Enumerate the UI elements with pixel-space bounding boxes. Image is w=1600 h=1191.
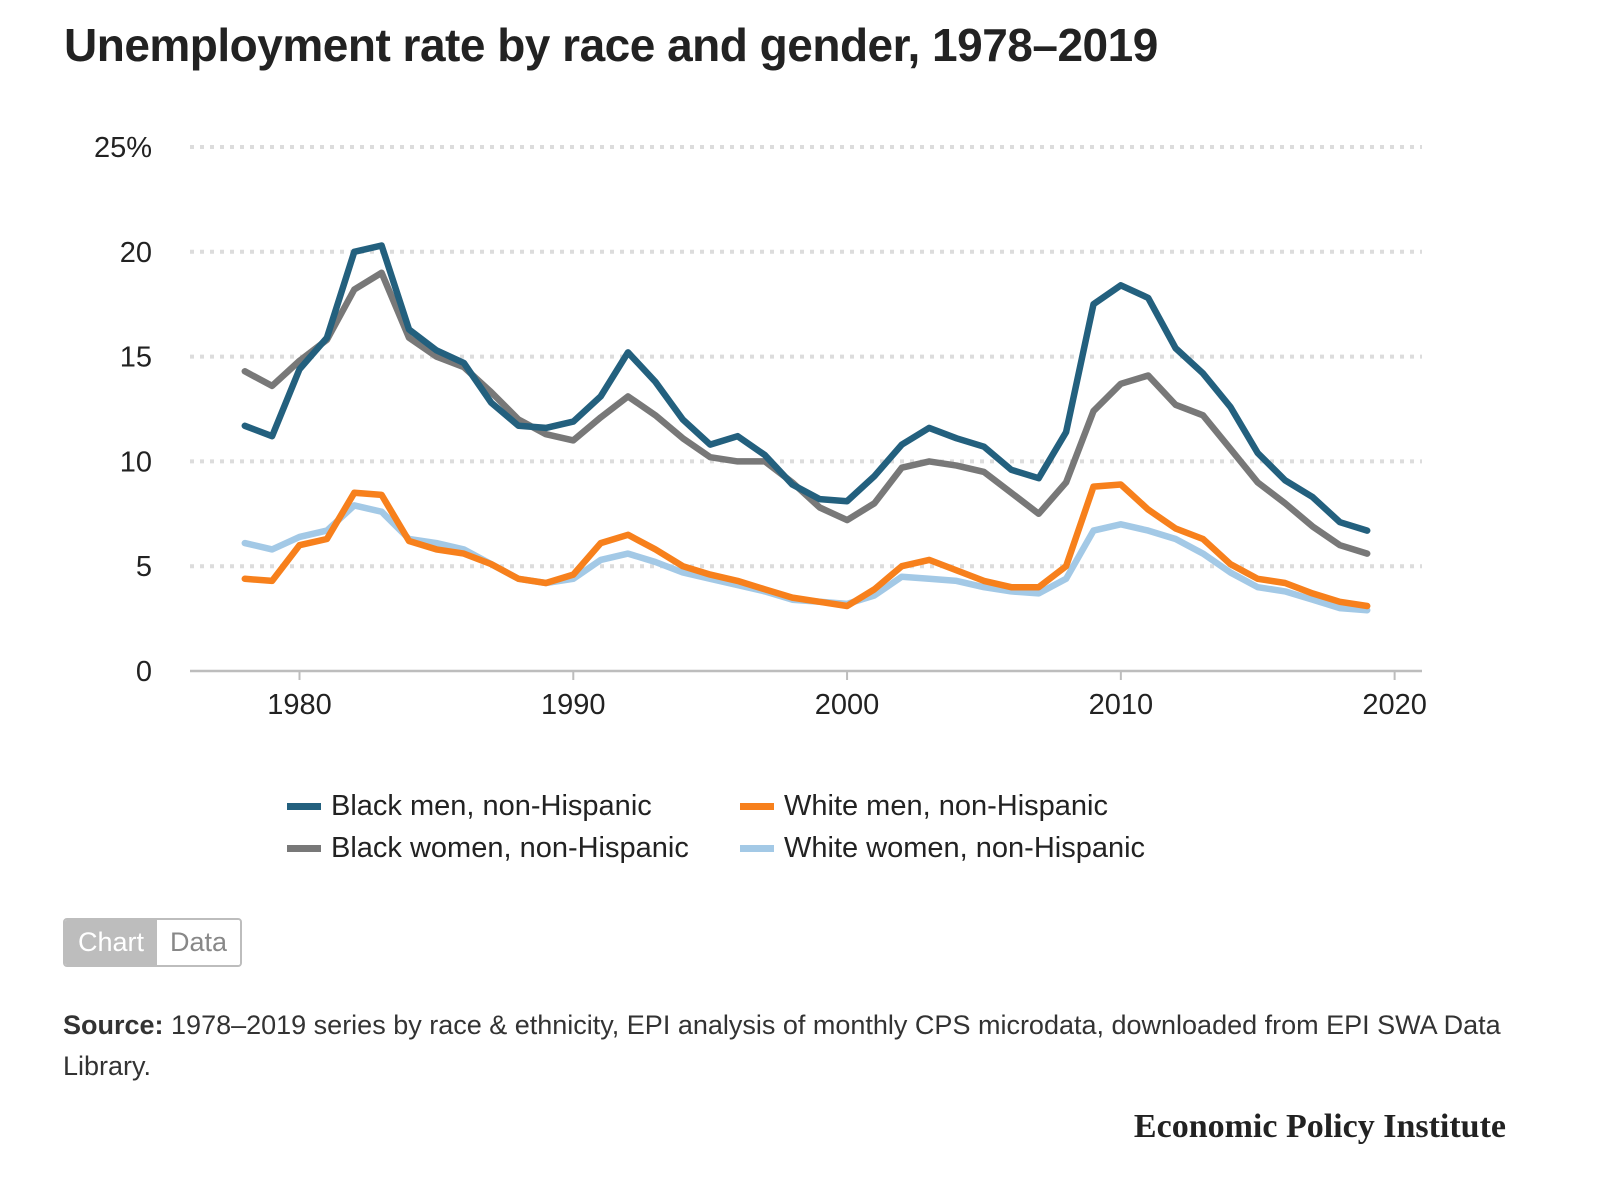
legend-item: Black women, non-Hispanic [287, 830, 740, 866]
brand-logo-text: Economic Policy Institute [1133, 1108, 1506, 1145]
legend-item: White men, non-Hispanic [740, 788, 1260, 824]
series-layer [241, 242, 1371, 614]
legend-label: White women, non-Hispanic [784, 831, 1146, 864]
legend-label: Black women, non-Hispanic [331, 831, 689, 864]
view-toggle: Chart Data [63, 918, 243, 967]
legend-swatch [287, 844, 321, 852]
y-tick-label: 15 [120, 342, 152, 374]
legend-swatch [740, 802, 774, 810]
series-line-white-women-non-hispanic [241, 502, 1371, 614]
series-line-black-men-non-hispanic [241, 242, 1371, 534]
chart-title: Unemployment rate by race and gender, 19… [64, 19, 1158, 71]
y-tick-label: 25% [94, 132, 152, 164]
legend-swatch [287, 802, 321, 810]
y-tick-label: 0 [136, 656, 152, 688]
legend-label: Black men, non-Hispanic [331, 789, 652, 822]
axis-layer: 0 5 10 15 20 25% 1980 1990 2000 2010 2020 [94, 132, 1427, 721]
x-tick-label: 2000 [815, 689, 880, 721]
x-tick-label: 2010 [1089, 689, 1154, 721]
legend-item: Black men, non-Hispanic [287, 788, 740, 824]
x-tick-label: 1980 [267, 689, 332, 721]
source-label: Source: [63, 1010, 164, 1040]
source-note: Source: 1978–2019 series by race & ethni… [63, 1005, 1513, 1087]
y-tick-label: 20 [120, 237, 152, 269]
data-toggle-button[interactable]: Data [157, 920, 241, 965]
y-tick-label: 10 [120, 446, 152, 478]
chart-toggle-button[interactable]: Chart [65, 920, 158, 965]
series-line-white-men-non-hispanic [241, 481, 1371, 610]
source-text: 1978–2019 series by race & ethnicity, EP… [63, 1010, 1501, 1081]
grid-layer [190, 145, 1422, 673]
line-chart: 0 5 10 15 20 25% 1980 1990 2000 2010 2020 [94, 132, 1427, 721]
legend: Black men, non-Hispanic White men, non-Hi… [287, 788, 1287, 866]
y-tick-label: 5 [136, 551, 152, 583]
x-tick-label: 1990 [541, 689, 606, 721]
x-tick-label: 2020 [1362, 689, 1427, 721]
legend-label: White men, non-Hispanic [784, 789, 1108, 822]
legend-item: White women, non-Hispanic [740, 830, 1260, 866]
series-line-black-women-non-hispanic [241, 269, 1371, 557]
legend-swatch [740, 844, 774, 852]
